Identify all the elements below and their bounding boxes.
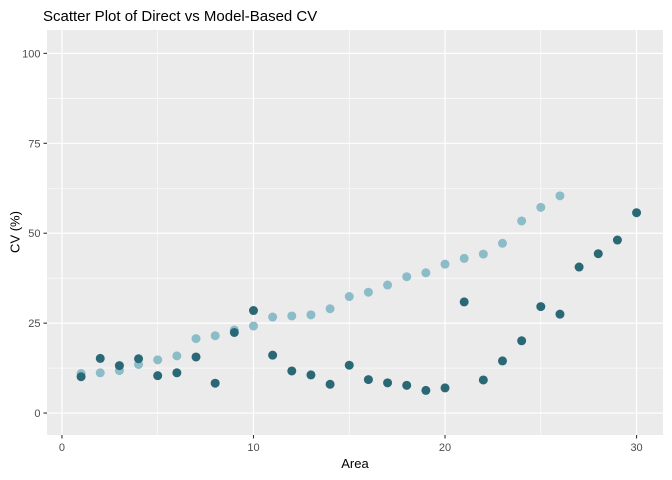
x-tick-label: 30	[630, 442, 642, 454]
data-point-model-based-cv	[268, 312, 278, 322]
data-point-model-based-cv	[440, 259, 450, 269]
data-point-model-based-cv	[363, 287, 373, 297]
data-point-direct-cv	[325, 379, 335, 389]
data-point-model-based-cv	[325, 304, 335, 314]
data-point-direct-cv	[478, 375, 488, 385]
data-point-direct-cv	[402, 380, 412, 390]
data-point-direct-cv	[95, 353, 105, 363]
plot-panel	[47, 30, 663, 435]
data-point-direct-cv	[76, 372, 86, 382]
data-point-direct-cv	[421, 385, 431, 395]
x-tick-label: 20	[439, 442, 451, 454]
y-tick-label: 100	[22, 48, 40, 60]
y-tick-label: 50	[28, 228, 40, 240]
data-point-model-based-cv	[517, 216, 527, 226]
y-tick-label: 25	[28, 318, 40, 330]
data-point-model-based-cv	[421, 268, 431, 278]
data-point-model-based-cv	[478, 249, 488, 259]
data-point-direct-cv	[287, 366, 297, 376]
y-tick-label: 75	[28, 138, 40, 150]
data-point-direct-cv	[134, 354, 144, 364]
data-point-direct-cv	[191, 352, 201, 362]
chart-title: Scatter Plot of Direct vs Model-Based CV	[43, 8, 318, 25]
y-axis-title: CV (%)	[7, 211, 23, 253]
data-point-model-based-cv	[383, 280, 393, 290]
data-point-direct-cv	[210, 378, 220, 388]
data-point-direct-cv	[497, 356, 507, 366]
x-axis-title: Area	[341, 456, 369, 471]
data-point-direct-cv	[229, 327, 239, 337]
data-point-model-based-cv	[287, 311, 297, 321]
data-point-direct-cv	[555, 309, 565, 319]
data-point-direct-cv	[306, 370, 316, 380]
data-point-direct-cv	[248, 306, 258, 316]
x-tick-label: 10	[247, 442, 259, 454]
data-point-model-based-cv	[344, 292, 354, 302]
data-point-direct-cv	[172, 368, 182, 378]
data-point-direct-cv	[536, 302, 546, 312]
data-point-model-based-cv	[555, 191, 565, 201]
data-point-direct-cv	[114, 361, 124, 371]
data-point-direct-cv	[153, 371, 163, 381]
data-point-direct-cv	[344, 360, 354, 370]
data-point-direct-cv	[632, 208, 642, 218]
data-point-model-based-cv	[153, 355, 163, 365]
y-tick-label: 0	[34, 408, 40, 420]
data-point-model-based-cv	[536, 202, 546, 212]
data-point-model-based-cv	[191, 334, 201, 344]
data-point-model-based-cv	[306, 310, 316, 320]
x-tick-label: 0	[59, 442, 65, 454]
data-point-direct-cv	[517, 336, 527, 346]
data-point-direct-cv	[363, 375, 373, 385]
data-point-direct-cv	[383, 378, 393, 388]
data-point-direct-cv	[574, 262, 584, 272]
data-point-model-based-cv	[95, 368, 105, 378]
data-point-model-based-cv	[172, 351, 182, 361]
data-point-direct-cv	[593, 249, 603, 259]
data-point-model-based-cv	[210, 331, 220, 341]
data-point-model-based-cv	[459, 253, 469, 263]
data-point-direct-cv	[459, 297, 469, 307]
data-point-model-based-cv	[497, 238, 507, 248]
data-point-model-based-cv	[402, 272, 412, 282]
data-point-direct-cv	[268, 350, 278, 360]
data-point-model-based-cv	[248, 321, 258, 331]
data-point-direct-cv	[440, 383, 450, 393]
data-point-direct-cv	[612, 235, 622, 245]
